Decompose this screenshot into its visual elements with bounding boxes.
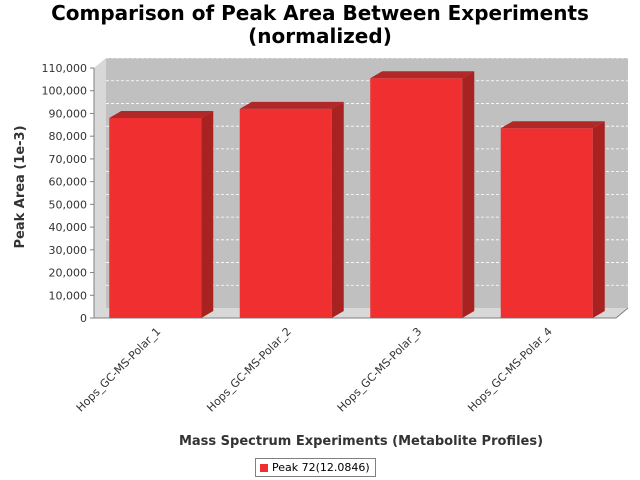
bar-front: [370, 78, 463, 319]
x-tick-label: Hops_GC-MS-Polar_1: [74, 325, 164, 415]
bar-top: [370, 71, 475, 79]
plot-floor: [94, 308, 628, 318]
y-tick-label: 60,000: [49, 176, 88, 189]
bar-side: [331, 101, 344, 318]
y-tick-label: 80,000: [49, 130, 88, 143]
chart-title-line-2: (normalized): [248, 24, 392, 48]
y-tick-label: 100,000: [42, 85, 88, 98]
bar: [500, 121, 605, 319]
bar-top: [239, 101, 344, 109]
plot-left-wall: [94, 58, 106, 318]
legend-swatch: [260, 463, 268, 472]
x-tick-label: Hops_GC-MS-Polar_4: [465, 325, 555, 415]
bar: [239, 101, 344, 318]
bar: [109, 111, 214, 318]
y-tick-label: 110,000: [42, 62, 88, 75]
y-tick-label: 50,000: [49, 198, 88, 211]
legend-label: Peak 72(12.0846): [272, 461, 370, 474]
y-tick-label: 40,000: [49, 221, 88, 234]
bar: [370, 71, 475, 319]
x-axis: Hops_GC-MS-Polar_1 Hops_GC-MS-Polar_2 Hops…: [74, 325, 555, 415]
x-tick-label: Hops_GC-MS-Polar_2: [204, 325, 294, 415]
y-tick-label: 10,000: [49, 289, 88, 302]
y-axis-title: Peak Area (1e-3): [13, 125, 28, 248]
y-axis: 0 10,000 20,000 30,000 40,000 50,000 60,000 70,…: [42, 62, 95, 325]
chart-title: Comparison of Peak Area Between Experime…: [0, 2, 640, 48]
y-tick-label: 0: [80, 312, 87, 325]
x-tick-label: Hops_GC-MS-Polar_3: [335, 325, 425, 415]
y-tick-label: 90,000: [49, 107, 88, 120]
bar-top: [109, 111, 214, 118]
bar-front: [109, 118, 202, 318]
legend: Peak 72(12.0846): [255, 458, 376, 477]
plot-floor-side-edge: [615, 307, 629, 319]
chart-title-line-1: Comparison of Peak Area Between Experime…: [51, 1, 589, 25]
x-axis-title: Mass Spectrum Experiments (Metabolite Pr…: [179, 434, 543, 449]
bar-front: [500, 128, 593, 318]
y-tick-label: 20,000: [49, 267, 88, 280]
y-tick-label: 70,000: [49, 153, 88, 166]
bar-side: [201, 111, 214, 318]
bar-top: [500, 121, 605, 129]
y-tick-label: 30,000: [49, 244, 88, 257]
bar-side: [592, 121, 605, 319]
bar-front: [239, 108, 332, 318]
bars: [109, 71, 605, 319]
bar-side: [462, 71, 475, 319]
